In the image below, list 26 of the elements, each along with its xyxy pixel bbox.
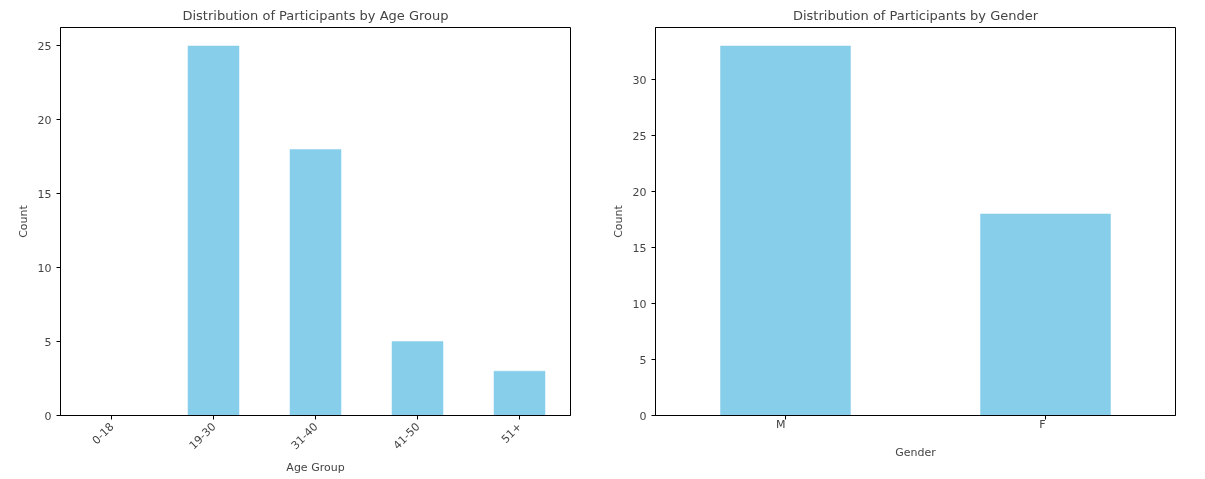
y-tick-label: 5 — [639, 353, 647, 367]
y-tick-label: 5 — [44, 335, 52, 349]
x-tick-label: F — [1039, 418, 1046, 431]
y-tick-label: 10 — [37, 261, 52, 275]
chart-title: Distribution of Participants by Age Group — [182, 7, 449, 23]
y-tick-label: 0 — [44, 409, 52, 423]
chart-title: Distribution of Participants by Gender — [792, 7, 1039, 23]
y-axis-title: Count — [611, 204, 625, 238]
y-tick-label: 25 — [37, 39, 52, 53]
bar — [187, 45, 240, 416]
bar — [493, 370, 546, 416]
y-tick-label: 20 — [632, 185, 647, 199]
y-tick-label: 30 — [632, 73, 647, 87]
y-tick-label: 20 — [37, 113, 52, 127]
y-tick-label: 10 — [632, 297, 647, 311]
y-axis-title: Count — [16, 204, 30, 238]
y-tick-label: 25 — [632, 129, 647, 143]
x-tick-label: M — [776, 418, 786, 431]
x-tick-label: 51+ — [498, 420, 525, 446]
y-tick-label: 15 — [37, 187, 52, 201]
x-axis-title: Age Group — [286, 460, 345, 474]
x-axis-title: Gender — [895, 445, 937, 459]
y-tick-label: 0 — [639, 409, 647, 423]
bar — [289, 149, 342, 416]
bar — [391, 341, 444, 416]
y-tick-label: 15 — [632, 241, 647, 255]
